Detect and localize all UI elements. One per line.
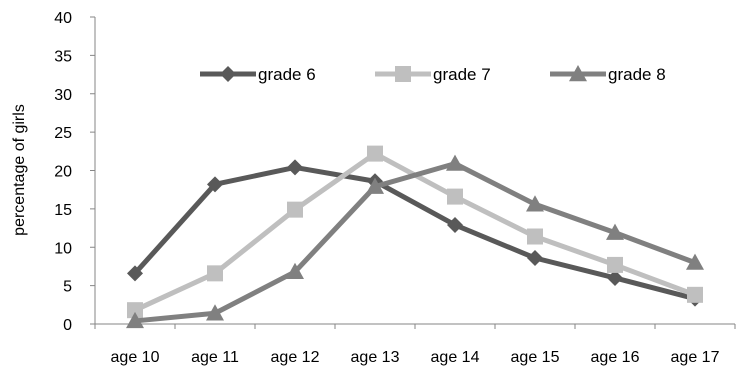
data-point <box>686 253 704 270</box>
data-point <box>286 262 304 280</box>
data-point <box>206 304 224 321</box>
data-point <box>527 249 543 266</box>
y-tick-label: 10 <box>54 240 72 257</box>
legend-label: grade 7 <box>433 65 491 84</box>
series-grade-6 <box>127 159 703 307</box>
legend-item: grade 8 <box>550 65 666 84</box>
data-point <box>607 269 623 286</box>
data-point <box>366 177 384 194</box>
y-tick-label: 40 <box>54 10 72 27</box>
y-tick-label: 35 <box>54 48 72 65</box>
x-tick-labels: age 10 age 11 age 12 age 13 age 14 age 15 age … <box>111 349 720 366</box>
data-point <box>527 228 543 245</box>
data-point <box>127 265 143 282</box>
data-point <box>287 159 303 176</box>
data-point <box>367 145 383 162</box>
data-point <box>446 154 464 171</box>
x-tick-label: age 11 <box>191 349 239 366</box>
legend-item: grade 6 <box>200 65 316 84</box>
data-point <box>207 176 223 193</box>
y-tick-label: 25 <box>54 125 72 142</box>
y-tick-label: 5 <box>63 279 72 296</box>
legend-marker <box>395 66 411 82</box>
y-tick-label: 0 <box>63 317 72 334</box>
x-tick-label: age 16 <box>591 349 640 366</box>
series-layer <box>126 145 704 329</box>
x-tick-label: age 14 <box>431 349 480 366</box>
data-point <box>607 256 623 273</box>
x-tick-label: age 15 <box>511 349 560 366</box>
legend-item: grade 7 <box>375 65 491 84</box>
x-tick-label: age 17 <box>671 349 720 366</box>
legend-label: grade 6 <box>258 65 316 84</box>
y-axis-title: percentage of girls <box>11 104 28 236</box>
series-line <box>133 164 696 302</box>
data-point <box>447 188 463 205</box>
data-point <box>606 223 624 240</box>
series-line <box>134 161 696 324</box>
x-tick-label: age 13 <box>351 349 400 366</box>
legend: grade 6 grade 7 grade 8 <box>200 65 666 84</box>
data-point <box>126 311 144 329</box>
y-tick-label: 30 <box>54 87 72 104</box>
data-point <box>287 201 303 218</box>
axes <box>90 16 736 329</box>
legend-marker <box>569 65 587 82</box>
data-point <box>447 216 463 233</box>
x-tick-label: age 12 <box>271 349 320 366</box>
y-tick-labels: 0 5 10 15 20 25 30 35 40 <box>54 10 72 334</box>
legend-label: grade 8 <box>608 65 666 84</box>
y-tick-label: 20 <box>54 164 72 181</box>
x-tick-label: age 10 <box>111 349 160 366</box>
data-point <box>526 195 544 212</box>
data-point <box>207 265 223 282</box>
series-grade-8 <box>126 154 704 329</box>
data-point <box>127 302 143 319</box>
y-tick-label: 15 <box>54 202 72 219</box>
data-point <box>687 286 703 303</box>
legend-marker <box>220 66 236 82</box>
